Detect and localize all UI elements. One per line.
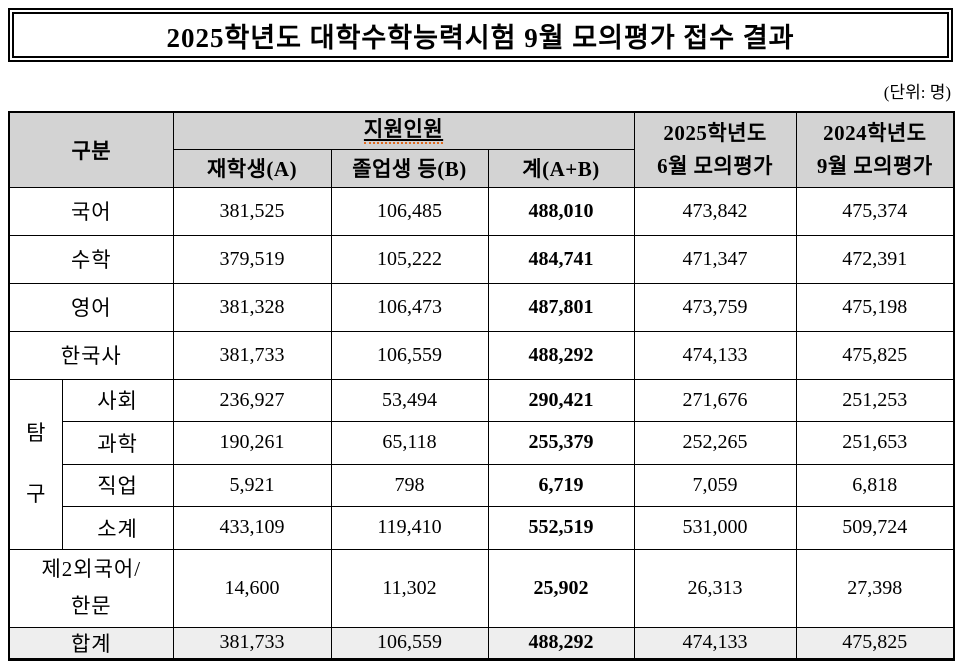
- cell-value: 484,741: [487, 234, 635, 284]
- cell-value: 531,000: [633, 506, 797, 550]
- cell-value: 473,842: [633, 186, 797, 236]
- cell-value: 433,109: [172, 506, 332, 550]
- header-applicants-group: 지원인원: [172, 111, 635, 150]
- header-total-ab: 계(A+B): [487, 148, 635, 188]
- table-row: 한국사 381,733 106,559 488,292 474,133 475,825: [8, 330, 955, 380]
- cell-value: 473,759: [633, 282, 797, 332]
- cell-value: 381,733: [172, 626, 332, 660]
- header-row-bottom: 재학생(A) 졸업생 등(B) 계(A+B): [9, 148, 954, 188]
- table-row: 합계 381,733 106,559 488,292 474,133 475,825: [8, 626, 955, 660]
- header-graduates-b: 졸업생 등(B): [330, 148, 489, 188]
- row-label: 수학: [8, 234, 174, 284]
- cell-value: 381,733: [172, 330, 332, 380]
- cell-value: 14,600: [172, 548, 332, 628]
- header-2024-line1: 2024학년도: [823, 121, 927, 146]
- page-title: 2025학년도 대학수학능력시험 9월 모의평가 접수 결과: [166, 22, 795, 53]
- row-label: 제2외국어/한문: [8, 548, 174, 628]
- header-2024-sept: 2024학년도 9월 모의평가: [795, 111, 955, 188]
- results-table: 구분 지원인원 2025학년도 6월 모의평가 2024학년도 9월 모의평가 …: [8, 111, 956, 661]
- row-label: 사회: [61, 378, 174, 422]
- cell-value: 487,801: [487, 282, 635, 332]
- cell-value: 471,347: [633, 234, 797, 284]
- cell-value: 6,719: [487, 463, 635, 507]
- cell-value: 252,265: [633, 421, 797, 465]
- cell-value: 27,398: [795, 548, 955, 628]
- cell-value: 105,222: [330, 234, 489, 284]
- table-row: 수학 379,519 105,222 484,741 471,347 472,391: [8, 234, 955, 284]
- cell-value: 472,391: [795, 234, 955, 284]
- table-row: 과학 190,261 65,118 255,379 252,265 251,653: [9, 421, 955, 465]
- cell-value: 236,927: [172, 378, 332, 422]
- cell-value: 798: [330, 463, 489, 507]
- header-2025-line1: 2025학년도: [663, 121, 767, 146]
- cell-value: 106,485: [330, 186, 489, 236]
- row-label: 한국사: [8, 330, 174, 380]
- cell-value: 251,653: [795, 421, 955, 465]
- cell-value: 5,921: [172, 463, 332, 507]
- cell-value: 475,198: [795, 282, 955, 332]
- header-2025-line2: 6월 모의평가: [657, 153, 773, 178]
- cell-value: 7,059: [633, 463, 797, 507]
- row-label: 과학: [61, 421, 174, 465]
- cell-value: 190,261: [172, 421, 332, 465]
- cell-value: 11,302: [330, 548, 489, 628]
- cell-value: 290,421: [487, 378, 635, 422]
- cell-value: 474,133: [633, 330, 797, 380]
- cell-value: 475,825: [795, 330, 955, 380]
- title-box: 2025학년도 대학수학능력시험 9월 모의평가 접수 결과: [8, 8, 953, 62]
- cell-value: 251,253: [795, 378, 955, 422]
- header-2025-june: 2025학년도 6월 모의평가: [633, 111, 797, 188]
- table-row: 영어 381,328 106,473 487,801 473,759 475,198: [8, 282, 955, 332]
- cell-value: 488,010: [487, 186, 635, 236]
- cell-value: 552,519: [487, 506, 635, 550]
- cell-value: 475,374: [795, 186, 955, 236]
- cell-value: 53,494: [330, 378, 489, 422]
- cell-value: 488,292: [487, 626, 635, 660]
- table-row: 국어 381,525 106,485 488,010 473,842 475,374: [8, 186, 955, 236]
- table-header: 구분 지원인원 2025학년도 6월 모의평가 2024학년도 9월 모의평가 …: [8, 111, 955, 188]
- applicants-group-label: 지원인원: [363, 117, 444, 145]
- cell-value: 381,328: [172, 282, 332, 332]
- cell-value: 475,825: [795, 626, 955, 660]
- table-row: 제2외국어/한문 14,600 11,302 25,902 26,313 27,398: [8, 548, 955, 628]
- header-row-top: 구분 지원인원 2025학년도 6월 모의평가 2024학년도 9월 모의평가: [8, 111, 955, 188]
- table-row: 직업 5,921 798 6,719 7,059 6,818: [9, 463, 955, 507]
- header-2024-line2: 9월 모의평가: [816, 153, 933, 178]
- cell-value: 106,559: [330, 626, 489, 660]
- table-body: 국어 381,525 106,485 488,010 473,842 475,374 수학 3…: [8, 186, 955, 660]
- cell-value: 509,724: [795, 506, 955, 550]
- cell-value: 25,902: [487, 548, 635, 628]
- row-label: 합계: [8, 626, 174, 660]
- row-label: 소계: [61, 506, 174, 550]
- row-label: 영어: [8, 282, 174, 332]
- cell-value: 379,519: [172, 234, 332, 284]
- header-category: 구분: [8, 111, 174, 188]
- cell-value: 381,525: [172, 186, 332, 236]
- title-inner-border: 2025학년도 대학수학능력시험 9월 모의평가 접수 결과: [12, 12, 949, 58]
- row-label: 국어: [8, 186, 174, 236]
- cell-value: 106,559: [330, 330, 489, 380]
- cell-value: 6,818: [795, 463, 955, 507]
- header-students-a: 재학생(A): [172, 148, 332, 188]
- cell-value: 65,118: [330, 421, 489, 465]
- cell-value: 255,379: [487, 421, 635, 465]
- cell-value: 271,676: [633, 378, 797, 422]
- table-row: 탐 구 사회 236,927 53,494 290,421 271,676 251,253: [8, 378, 955, 550]
- cell-value: 106,473: [330, 282, 489, 332]
- row-label: 직업: [61, 463, 174, 507]
- cell-value: 119,410: [330, 506, 489, 550]
- cell-value: 488,292: [487, 330, 635, 380]
- unit-note: (단위: 명): [883, 83, 951, 102]
- cell-value: 26,313: [633, 548, 797, 628]
- table-row: 소계 433,109 119,410 552,519 531,000 509,724: [9, 506, 955, 550]
- cell-value: 474,133: [633, 626, 797, 660]
